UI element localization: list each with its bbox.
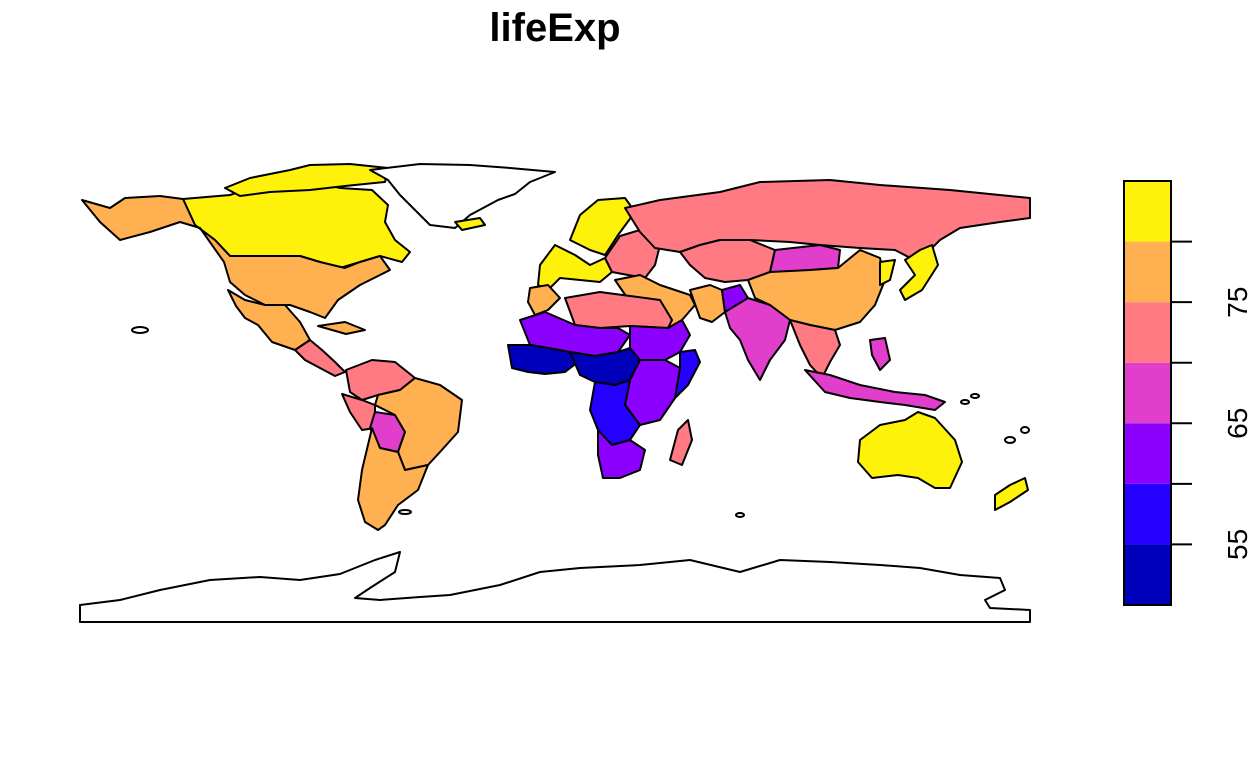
country-philippines: [869, 337, 891, 371]
country-korea: [879, 259, 896, 286]
country-japan: [899, 244, 939, 301]
country-southeast-asia: [789, 319, 841, 379]
island-outline: [735, 512, 745, 518]
legend-tick-label: 55: [1222, 529, 1253, 560]
island-outline: [960, 399, 970, 405]
legend-tick-label: 65: [1222, 408, 1253, 439]
map-title: lifeExp: [489, 6, 621, 50]
legend-tick-label: 75: [1222, 287, 1253, 318]
country-iceland: [454, 217, 486, 231]
legend-swatch: [1124, 544, 1171, 605]
legend-frame: [1123, 180, 1172, 606]
legend-swatch: [1124, 241, 1171, 303]
country-morocco: [527, 284, 561, 316]
country-australia: [857, 411, 963, 489]
country-central-america: [294, 339, 346, 377]
legend-swatch: [1124, 302, 1171, 363]
legend-swatch: [1124, 423, 1171, 484]
color-legend: 55 65 75: [1123, 180, 1253, 606]
country-dr-congo-angola: [589, 379, 641, 446]
country-new-zealand: [994, 477, 1029, 511]
island-outline: [970, 393, 980, 399]
country-india-pakistan: [724, 297, 791, 381]
legend-swatch: [1124, 181, 1171, 242]
country-antarctica: [79, 551, 1031, 623]
country-brazil: [374, 377, 463, 471]
legend-swatch: [1124, 362, 1171, 424]
country-polygons: [79, 163, 1031, 623]
country-cuba: [317, 321, 366, 335]
country-eastern-europe: [604, 229, 661, 279]
island-outline: [1004, 436, 1016, 444]
island-outline: [131, 326, 149, 334]
island-outline: [398, 509, 412, 515]
country-madagascar: [669, 419, 693, 466]
country-greenland: [369, 163, 556, 229]
country-argentina-chile: [357, 427, 429, 531]
country-southern-africa: [597, 429, 646, 479]
country-iran: [689, 284, 726, 323]
country-west-africa-coast: [507, 344, 579, 375]
legend-swatch: [1124, 483, 1171, 545]
country-indonesia: [804, 369, 946, 411]
island-outline: [1020, 426, 1030, 434]
country-alaska-usa: [81, 195, 391, 319]
